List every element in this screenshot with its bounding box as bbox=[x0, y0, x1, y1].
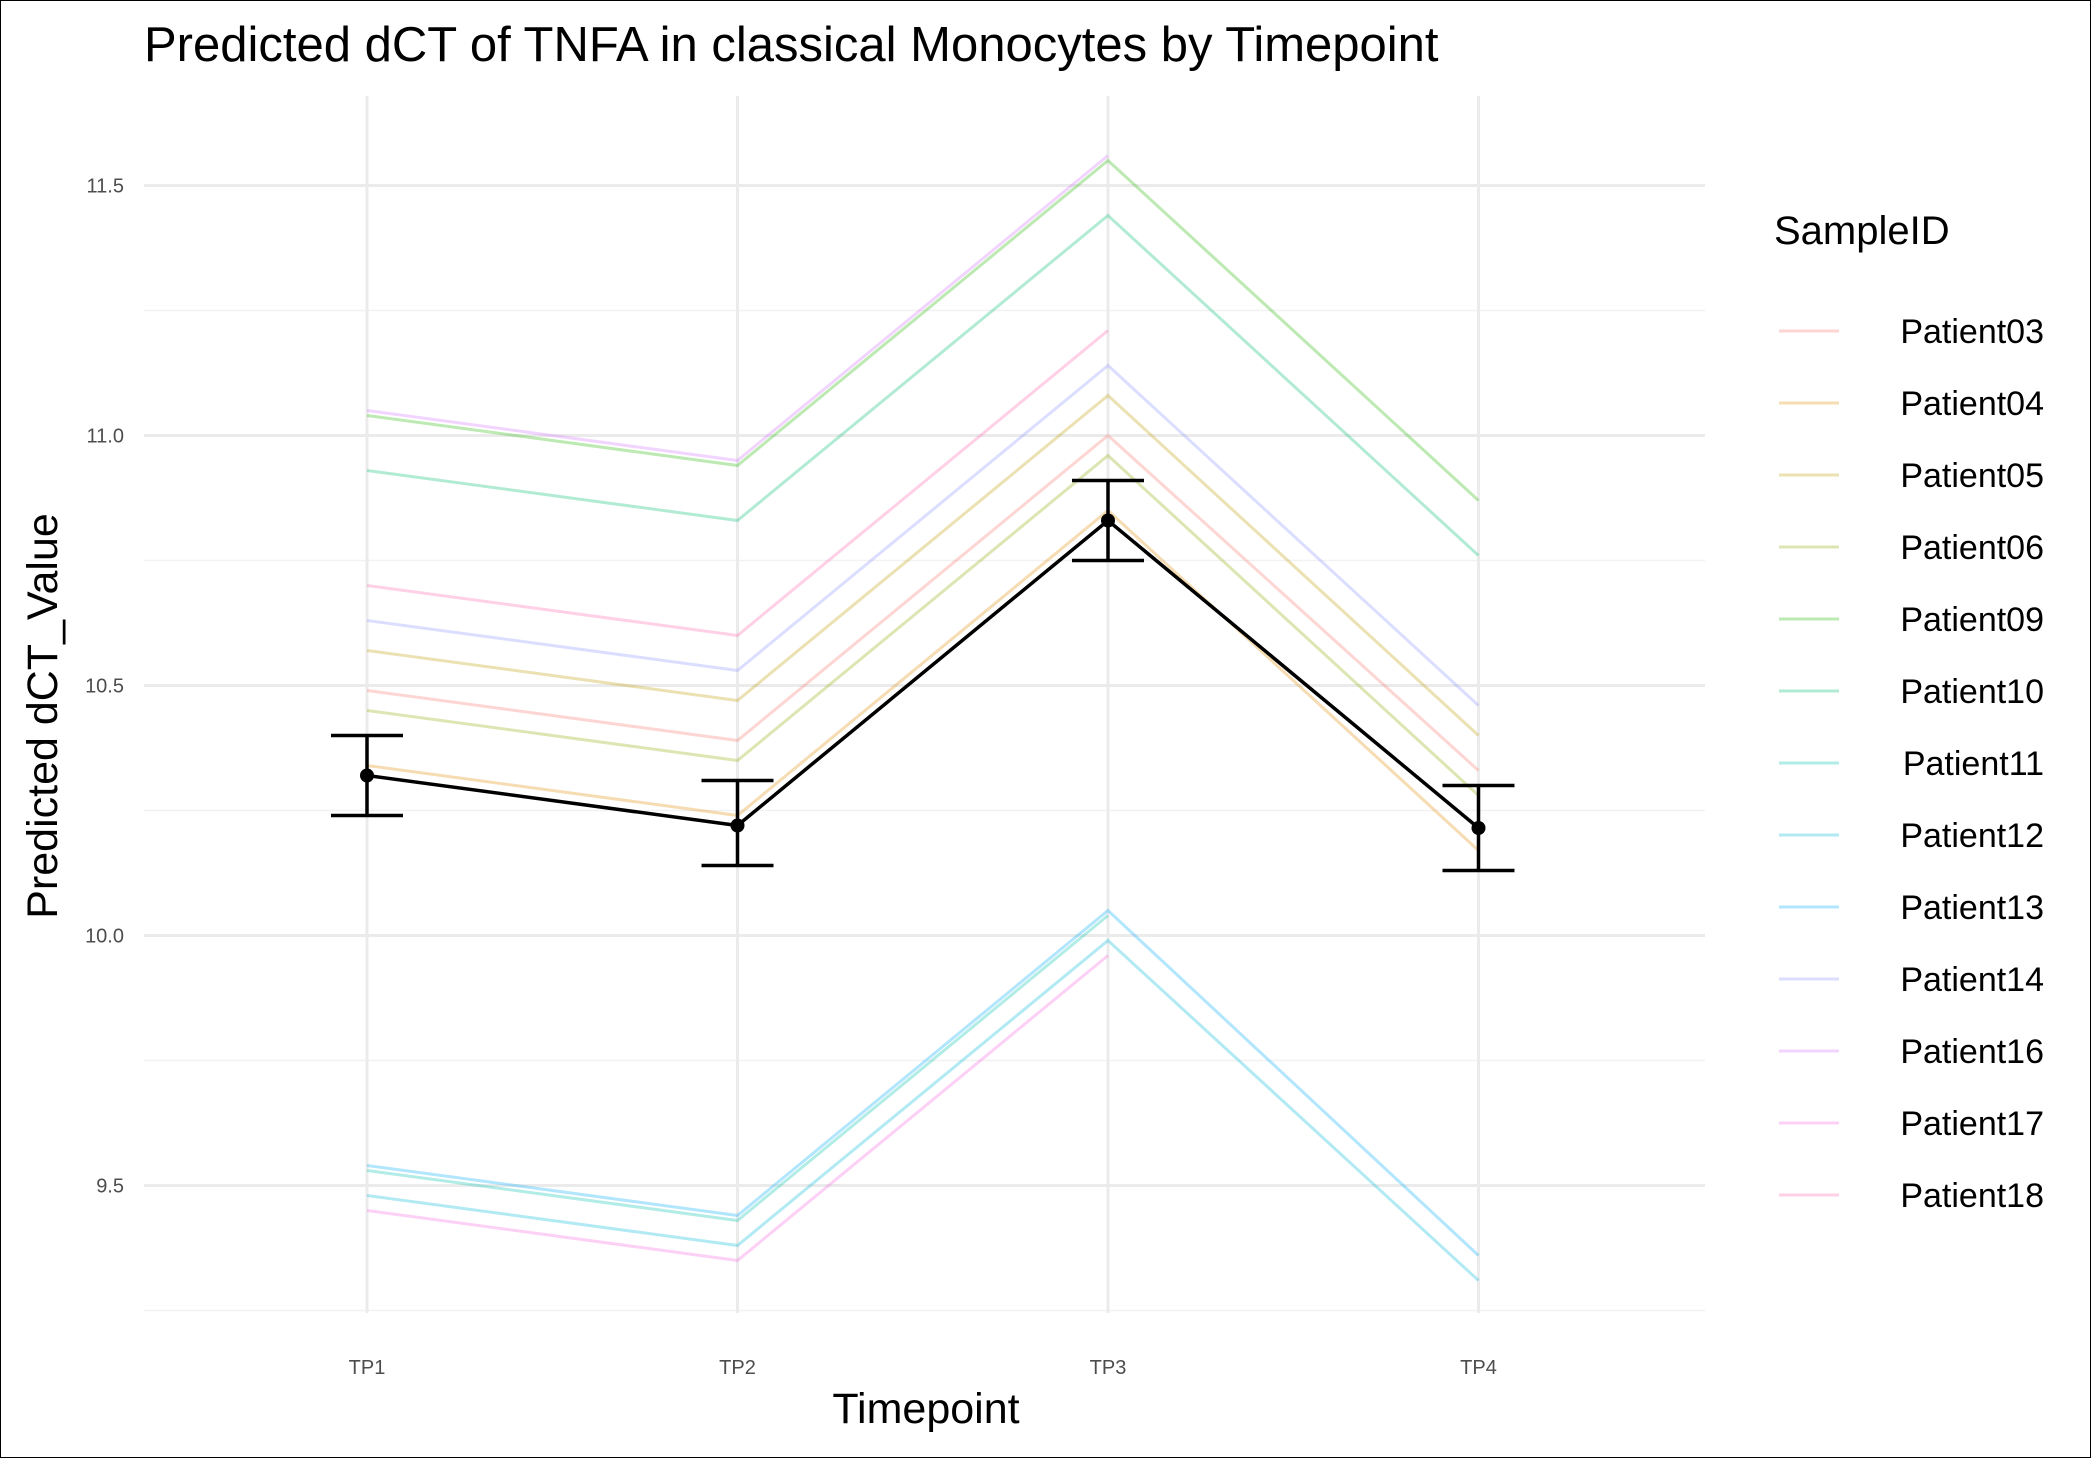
legend-label: Patient16 bbox=[1900, 1033, 2044, 1071]
series-line-patient13 bbox=[366, 908, 1480, 1257]
y-axis-ticks: 9.5 10.0 10.5 11.0 11.5 bbox=[85, 176, 124, 1198]
series-line-patient09 bbox=[366, 158, 1480, 502]
legend-label: Patient09 bbox=[1900, 601, 2044, 639]
series-line-patient14 bbox=[366, 363, 1480, 707]
series-lines bbox=[366, 154, 1480, 1282]
legend-label: Patient14 bbox=[1900, 961, 2044, 999]
mean-line-with-error-bars bbox=[331, 478, 1515, 873]
series-line-patient05 bbox=[366, 393, 1480, 737]
legend-label: Patient13 bbox=[1900, 889, 2044, 927]
y-tick-label: 10.5 bbox=[85, 676, 124, 698]
x-tick-label: TP2 bbox=[719, 1357, 756, 1379]
series-line-patient04 bbox=[366, 508, 1480, 852]
legend-label: Patient03 bbox=[1900, 313, 2044, 351]
legend-label: Patient05 bbox=[1900, 457, 2044, 495]
mean-point bbox=[360, 768, 374, 783]
y-tick-label: 11.0 bbox=[87, 426, 124, 448]
mean-point bbox=[1101, 513, 1115, 528]
legend-label: Patient04 bbox=[1900, 385, 2044, 423]
series-line-patient06 bbox=[366, 453, 1480, 797]
series-line-patient03 bbox=[366, 433, 1480, 772]
legend-label: Patient11 bbox=[1903, 745, 2044, 783]
grid bbox=[144, 96, 1705, 1313]
y-tick-label: 11.5 bbox=[87, 176, 124, 198]
x-tick-label: TP4 bbox=[1460, 1357, 1497, 1379]
mean-point bbox=[1471, 821, 1486, 835]
legend-label: Patient06 bbox=[1900, 529, 2044, 567]
series-line-patient10 bbox=[366, 213, 1480, 557]
y-tick-label: 9.5 bbox=[96, 1176, 124, 1198]
legend-label: Patient12 bbox=[1900, 817, 2044, 855]
y-tick-label: 10.0 bbox=[85, 926, 124, 948]
series-line-patient18 bbox=[366, 329, 1109, 638]
legend-label: Patient17 bbox=[1900, 1105, 2044, 1143]
mean-line bbox=[366, 518, 1480, 830]
series-line-patient12 bbox=[366, 938, 1480, 1282]
y-axis-title: Predicted dCT_Value bbox=[19, 513, 67, 919]
x-tick-label: TP3 bbox=[1090, 1357, 1127, 1379]
legend-title: SampleID bbox=[1774, 209, 1950, 253]
legend-items: Patient03 Patient04 Patient05 Patient06 Pati… bbox=[1779, 313, 2044, 1215]
series-line-patient17 bbox=[366, 954, 1109, 1263]
mean-point bbox=[730, 818, 745, 833]
legend-label: Patient18 bbox=[1900, 1177, 2044, 1215]
series-line-patient11 bbox=[366, 914, 1109, 1223]
x-axis-title: Timepoint bbox=[832, 1385, 1019, 1433]
x-axis-ticks: TP1 TP2 TP3 TP4 bbox=[349, 1357, 1497, 1379]
legend: SampleID Patient03Patient04Patient05Pati… bbox=[1774, 209, 2044, 1215]
series-line-patient16 bbox=[366, 154, 1109, 463]
x-tick-label: TP1 bbox=[349, 1357, 386, 1379]
legend-label: Patient10 bbox=[1900, 673, 2044, 711]
chart-title: Predicted dCT of TNFA in classical Monoc… bbox=[144, 18, 1439, 72]
